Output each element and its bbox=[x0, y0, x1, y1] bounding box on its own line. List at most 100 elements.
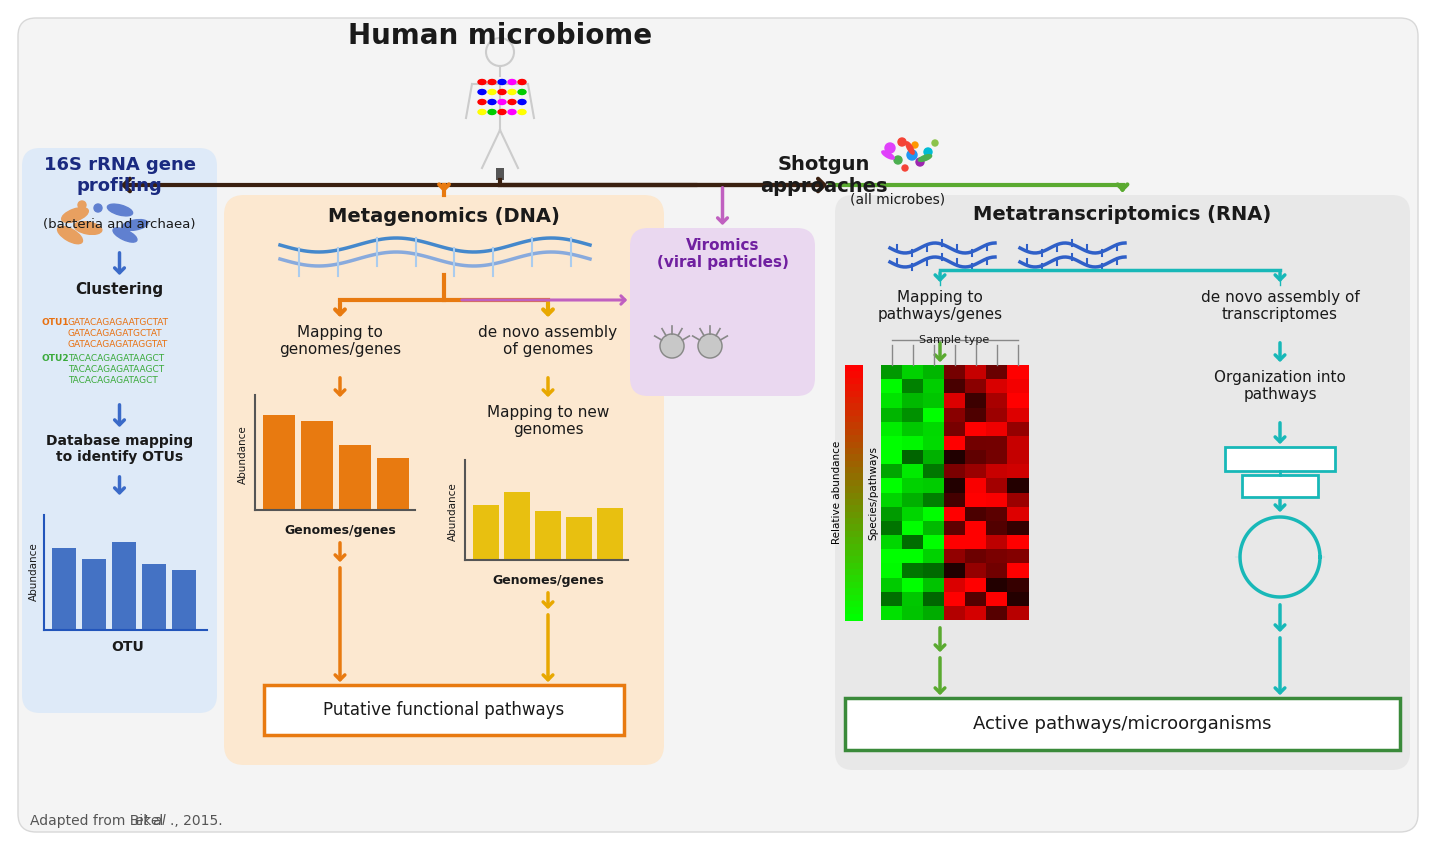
Bar bbox=[844, 563, 863, 570]
Bar bbox=[902, 535, 923, 550]
Bar bbox=[902, 379, 923, 394]
Bar bbox=[923, 606, 945, 620]
Ellipse shape bbox=[882, 151, 895, 159]
Bar bbox=[844, 614, 863, 621]
Bar bbox=[943, 521, 965, 536]
Bar bbox=[882, 492, 902, 507]
Bar bbox=[82, 558, 106, 630]
Bar bbox=[943, 365, 965, 380]
Bar bbox=[844, 461, 863, 468]
Bar bbox=[902, 436, 923, 450]
Bar bbox=[902, 592, 923, 606]
Bar bbox=[844, 601, 863, 609]
Ellipse shape bbox=[113, 228, 136, 242]
Text: Abundance: Abundance bbox=[448, 483, 458, 541]
Bar bbox=[923, 521, 945, 536]
Bar bbox=[844, 365, 863, 372]
Bar bbox=[1007, 577, 1028, 592]
Bar bbox=[882, 521, 902, 536]
Bar bbox=[844, 518, 863, 525]
Bar bbox=[1007, 606, 1028, 620]
Bar bbox=[844, 416, 863, 423]
Bar bbox=[902, 394, 923, 408]
Bar bbox=[902, 521, 923, 536]
Bar bbox=[902, 422, 923, 436]
Bar bbox=[965, 407, 987, 422]
Ellipse shape bbox=[518, 89, 526, 94]
Bar bbox=[923, 549, 945, 564]
Bar bbox=[965, 464, 987, 479]
Bar bbox=[844, 441, 863, 449]
Bar bbox=[965, 592, 987, 606]
Bar bbox=[844, 537, 863, 545]
Bar bbox=[987, 535, 1008, 550]
Bar bbox=[965, 436, 987, 450]
Bar bbox=[902, 365, 923, 380]
Bar bbox=[844, 454, 863, 462]
Bar bbox=[923, 592, 945, 606]
Text: Shotgun
approaches: Shotgun approaches bbox=[760, 155, 887, 196]
Ellipse shape bbox=[508, 99, 516, 105]
Bar bbox=[1007, 436, 1028, 450]
Bar bbox=[987, 577, 1008, 592]
Bar bbox=[965, 521, 987, 536]
Ellipse shape bbox=[62, 207, 89, 223]
Ellipse shape bbox=[498, 99, 505, 105]
Bar bbox=[987, 365, 1008, 380]
Bar bbox=[844, 467, 863, 474]
Bar bbox=[902, 464, 923, 479]
Bar bbox=[943, 407, 965, 422]
Bar bbox=[882, 479, 902, 493]
Bar bbox=[1242, 475, 1318, 497]
Bar bbox=[923, 422, 945, 436]
Text: Clustering: Clustering bbox=[76, 282, 164, 297]
Text: Abundance: Abundance bbox=[29, 542, 39, 602]
Bar bbox=[1007, 549, 1028, 564]
Circle shape bbox=[898, 138, 906, 146]
Bar bbox=[943, 450, 965, 465]
Circle shape bbox=[78, 201, 86, 209]
Circle shape bbox=[923, 148, 932, 156]
Bar bbox=[844, 543, 863, 551]
Bar bbox=[943, 422, 965, 436]
Bar bbox=[882, 535, 902, 550]
Ellipse shape bbox=[478, 80, 485, 84]
Bar bbox=[882, 365, 902, 380]
Bar bbox=[923, 492, 945, 507]
Bar bbox=[943, 606, 965, 620]
Text: 16S rRNA gene
profiling: 16S rRNA gene profiling bbox=[43, 156, 195, 195]
Bar bbox=[882, 422, 902, 436]
Bar bbox=[943, 436, 965, 450]
Ellipse shape bbox=[508, 80, 516, 84]
Bar bbox=[1007, 592, 1028, 606]
Text: TACACAGAGATAAGCT: TACACAGAGATAAGCT bbox=[67, 365, 164, 374]
Text: GATACAGAGATGCTAT: GATACAGAGATGCTAT bbox=[67, 329, 162, 338]
Bar bbox=[844, 435, 863, 443]
Text: Mapping to
pathways/genes: Mapping to pathways/genes bbox=[877, 290, 1002, 322]
Text: Abundance: Abundance bbox=[238, 426, 248, 484]
Bar bbox=[902, 407, 923, 422]
Bar bbox=[987, 379, 1008, 394]
Ellipse shape bbox=[75, 222, 102, 235]
Text: GATACAGAGATAGGTAT: GATACAGAGATAGGTAT bbox=[67, 340, 168, 349]
Bar bbox=[943, 492, 965, 507]
Bar bbox=[844, 486, 863, 494]
Circle shape bbox=[908, 150, 918, 160]
Bar bbox=[882, 549, 902, 564]
Bar bbox=[1225, 447, 1335, 471]
Bar bbox=[987, 422, 1008, 436]
Bar bbox=[844, 505, 863, 513]
Bar bbox=[882, 379, 902, 394]
Bar bbox=[965, 577, 987, 592]
Text: OTU: OTU bbox=[111, 640, 144, 654]
Bar bbox=[943, 479, 965, 493]
Bar bbox=[1007, 365, 1028, 380]
Bar bbox=[943, 577, 965, 592]
Bar bbox=[902, 577, 923, 592]
Bar bbox=[987, 394, 1008, 408]
Bar bbox=[965, 379, 987, 394]
Text: Metatranscriptomics (RNA): Metatranscriptomics (RNA) bbox=[974, 205, 1272, 224]
Text: TACACAGAGATAAGCT: TACACAGAGATAAGCT bbox=[67, 354, 164, 363]
Bar bbox=[965, 450, 987, 465]
Ellipse shape bbox=[518, 99, 526, 105]
